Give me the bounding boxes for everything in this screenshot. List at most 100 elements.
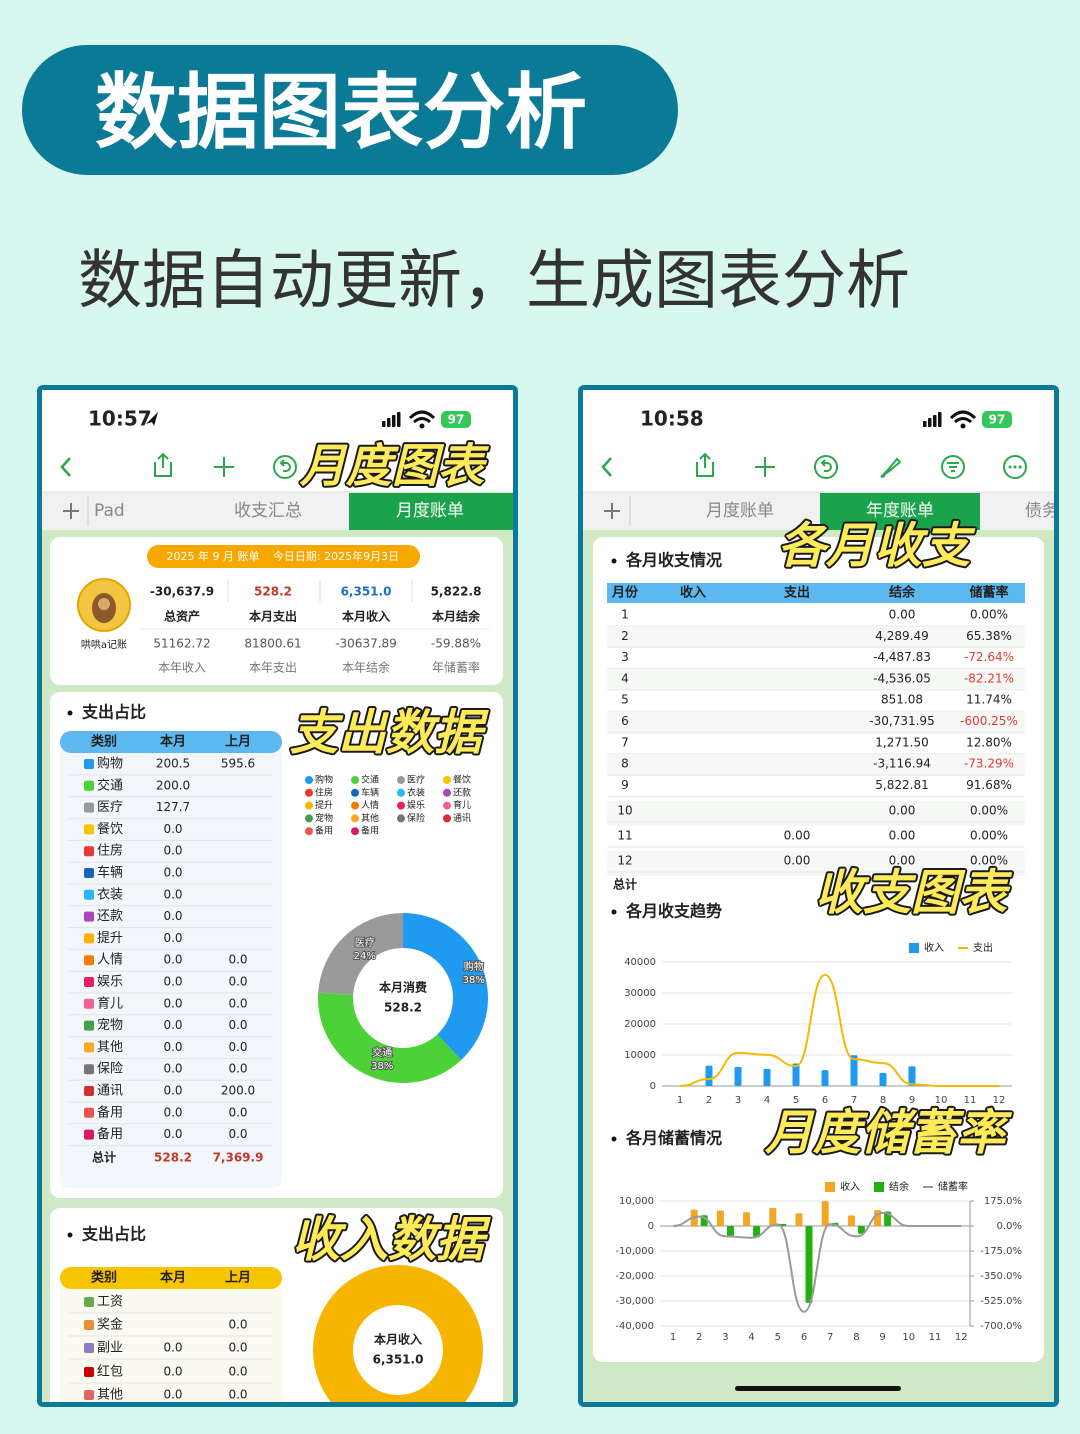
organize-button[interactable]: [941, 455, 965, 479]
cell-value: 0.0: [228, 1018, 247, 1032]
legend-label: 保险: [407, 812, 425, 824]
x-tick-label: 3: [722, 1332, 728, 1343]
legend-label: 餐饮: [453, 774, 471, 786]
bar: [795, 1213, 803, 1226]
avatar-face: [98, 598, 110, 610]
undo-button[interactable]: [273, 455, 297, 479]
sheet-tab[interactable]: 年度账单: [866, 501, 934, 521]
legend-swatch: [443, 801, 451, 810]
sheet-tab[interactable]: Pad: [94, 501, 125, 521]
y2-tick-label: -175.0%: [980, 1246, 1022, 1257]
bar: [805, 1226, 813, 1303]
cell-value: 1: [621, 608, 629, 622]
signal-bar: [938, 412, 942, 427]
y-tick-label: 0: [648, 1221, 654, 1232]
page-title: 数据图表分析: [95, 65, 587, 160]
bar: [716, 1210, 724, 1226]
stat-label: 总资产: [164, 609, 200, 624]
legend-label: 其他: [361, 812, 379, 824]
format-button[interactable]: [880, 457, 902, 478]
back-button[interactable]: [60, 457, 71, 477]
cell-value: 0.0: [228, 975, 247, 989]
wifi-dot: [960, 423, 966, 429]
bar: [821, 1070, 829, 1086]
column-header: 结余: [889, 585, 916, 601]
section-title: 各月收支趋势: [625, 902, 722, 921]
more-button[interactable]: [1003, 455, 1027, 479]
category-name: 备用: [97, 1126, 123, 1142]
center-value: 6,351.0: [373, 1353, 424, 1367]
bar: [821, 1201, 829, 1226]
cell-value: 12.80%: [966, 735, 1012, 749]
cell-value: 0.0: [163, 909, 182, 923]
legend-label: 宠物: [315, 812, 333, 824]
legend-swatch: [305, 827, 313, 836]
cell-value: 127.7: [156, 800, 190, 814]
callout: 月度图表: [299, 439, 490, 493]
x-tick-label: 4: [764, 1095, 770, 1106]
y-tick-label: -20,000: [615, 1271, 654, 1282]
add-sheet[interactable]: [604, 503, 620, 519]
add-button[interactable]: [755, 457, 775, 477]
cell-value: 0.0: [163, 1341, 182, 1355]
cell-value: 0.00: [889, 829, 916, 843]
legend-label: 医疗: [407, 774, 425, 786]
bullet: [67, 710, 73, 716]
signal-bar: [382, 421, 386, 427]
app-name: 哄哄a记账: [81, 639, 127, 651]
cell-value: 0.0: [228, 953, 247, 967]
category-icon: [84, 1129, 94, 1140]
cell-value: 0.0: [163, 1084, 182, 1098]
sheet-tab[interactable]: 月度账单: [706, 501, 774, 521]
cell-value: 0.0: [228, 1388, 247, 1402]
column-header: 储蓄率: [968, 585, 1008, 601]
category-name: 副业: [97, 1341, 123, 1356]
legend-label: 交通: [361, 774, 379, 786]
bar: [726, 1226, 734, 1238]
section-title: 支出占比: [81, 703, 146, 722]
x-tick-label: 6: [801, 1332, 807, 1343]
legend-label: 储蓄率: [938, 1180, 968, 1193]
column-header: 支出: [783, 585, 810, 601]
share-button[interactable]: [696, 452, 714, 477]
total-cell: 528.2: [154, 1151, 192, 1165]
row-stripe: [607, 626, 1025, 648]
y-tick-label: -10,000: [615, 1246, 654, 1257]
add-button[interactable]: [214, 457, 234, 477]
bullet: [611, 1136, 617, 1142]
category-icon: [84, 868, 94, 878]
category-icon: [84, 759, 94, 769]
tab-selected: [349, 493, 513, 530]
category-icon: [84, 1086, 94, 1096]
share-button[interactable]: [154, 452, 172, 477]
x-tick-label: 1: [670, 1332, 676, 1343]
stat-label: 本月收入: [342, 609, 390, 624]
sheet-tab[interactable]: 收支汇总: [234, 501, 302, 521]
total-cell: 总计: [92, 1150, 116, 1165]
stat-value: -30637.89: [335, 637, 397, 651]
bar: [743, 1212, 751, 1226]
add-sheet[interactable]: [63, 503, 79, 519]
legend-label: 娱乐: [407, 799, 425, 811]
cell-value: 0.00: [784, 854, 811, 868]
category-icon: [84, 1390, 94, 1400]
center-value: 528.2: [384, 1001, 422, 1015]
bar: [847, 1215, 855, 1226]
sheet-tab[interactable]: 月度账单: [396, 501, 464, 521]
cell-value: 0.0: [163, 1062, 182, 1076]
cell-value: 4,289.49: [875, 629, 928, 643]
category-icon: [84, 933, 94, 944]
undo-button[interactable]: [814, 455, 838, 479]
category-name: 通讯: [97, 1084, 123, 1099]
back-button[interactable]: [601, 457, 612, 477]
cell-value: 9: [621, 778, 629, 792]
stat-label: 本年支出: [249, 661, 297, 675]
stat-value: 51162.72: [153, 637, 210, 651]
sheet-tab[interactable]: 债务: [1025, 501, 1059, 521]
pie-slice: [318, 992, 462, 1083]
callout: 收入数据: [292, 1212, 491, 1268]
stat-label: 本年结余: [342, 660, 390, 675]
cell-value: 11: [617, 829, 632, 843]
